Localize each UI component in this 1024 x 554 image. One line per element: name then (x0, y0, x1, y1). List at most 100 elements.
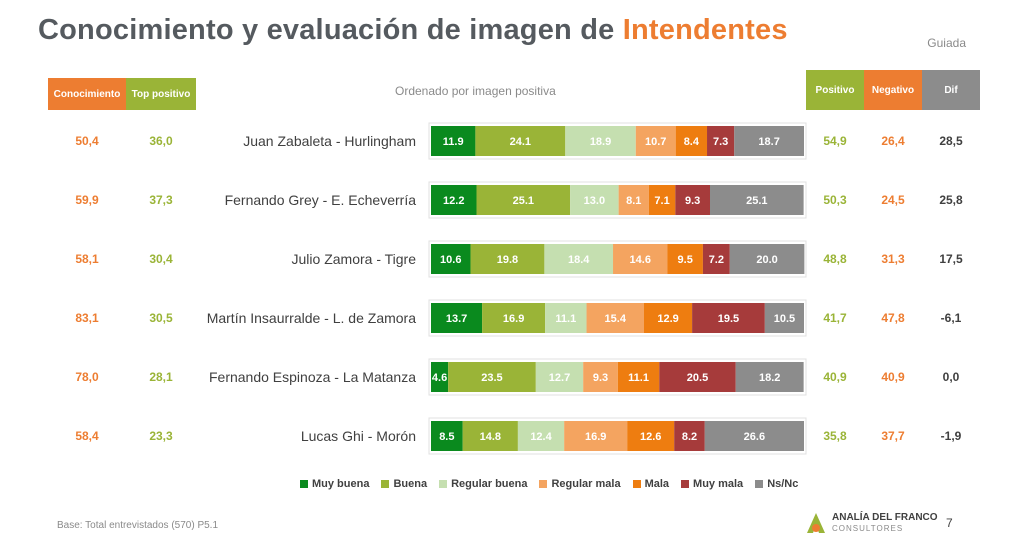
bar-segment (431, 303, 483, 333)
bar-segment (431, 244, 471, 274)
chart-subtitle: Ordenado por imagen positiva (395, 84, 556, 98)
legend-swatch (755, 480, 764, 488)
bar-value-label: 10.6 (440, 254, 461, 266)
logo-line1: ANALÍA DEL FRANCO (832, 512, 938, 523)
category-label: Fernando Grey - E. Echeverría (224, 192, 416, 208)
bar-value-label: 12.9 (657, 313, 678, 325)
header-conocimiento: Conocimiento (48, 78, 126, 110)
bar-segment (535, 362, 584, 392)
dif-value: 25,8 (939, 193, 963, 207)
conocimiento-value: 50,4 (75, 134, 99, 148)
legend-swatch (381, 480, 390, 488)
bar-segment (735, 362, 804, 392)
legend-swatch (439, 480, 448, 488)
legend-label: Regular mala (551, 478, 621, 490)
bar-segment (583, 362, 618, 392)
bar-value-label: 18.9 (590, 136, 611, 148)
bar-segment (431, 185, 477, 215)
bar-segment (675, 126, 708, 156)
top-positivo-value: 30,4 (149, 252, 173, 266)
category-label: Lucas Ghi - Morón (300, 428, 416, 444)
bar-segment (643, 303, 693, 333)
header-top-positivo: Top positivo (126, 78, 196, 110)
negativo-value: 40,9 (881, 370, 905, 384)
bar-segment (565, 126, 636, 156)
chart-legend: Muy buena Buena Regular buena Regular ma… (300, 478, 798, 490)
bar-value-label: 24.1 (510, 136, 531, 148)
bar-value-label: 18.2 (759, 372, 780, 384)
legend-swatch (632, 480, 641, 488)
bar-segment (448, 362, 536, 392)
bar-value-label: 25.1 (513, 195, 534, 207)
bar-segment (667, 244, 703, 274)
bar-segment (675, 185, 711, 215)
bar-segment (764, 303, 804, 333)
bar-segment (544, 244, 614, 274)
bar-segment (517, 421, 565, 451)
legend-swatch (539, 480, 548, 488)
top-positivo-value: 23,3 (149, 429, 173, 443)
bar-segment (635, 126, 676, 156)
conocimiento-value: 58,1 (75, 252, 99, 266)
bar-segment (710, 185, 804, 215)
negativo-value: 47,8 (881, 311, 905, 325)
legend-item: Buena (381, 478, 427, 490)
company-logo: ANALÍA DEL FRANCO CONSULTORES (806, 512, 938, 534)
legend-item: Regular buena (439, 478, 527, 490)
dif-value: 28,5 (939, 134, 963, 148)
bar-value-label: 20.0 (756, 254, 777, 266)
negativo-value: 26,4 (881, 134, 905, 148)
bar-value-label: 18.7 (758, 136, 779, 148)
header-negativo: Negativo (864, 70, 922, 110)
bar-value-label: 12.2 (443, 195, 464, 207)
legend-item: Mala (632, 478, 669, 490)
legend-label: Muy buena (312, 478, 370, 490)
positivo-value: 40,9 (823, 370, 847, 384)
positivo-value: 48,8 (823, 252, 847, 266)
top-positivo-value: 30,5 (149, 311, 173, 325)
bar-segment (707, 126, 735, 156)
category-label: Fernando Espinoza - La Matanza (208, 369, 416, 385)
bar-segment (470, 244, 545, 274)
bar-value-label: 14.6 (630, 254, 651, 266)
legend-label: Buena (393, 478, 428, 490)
guiada-label: Guiada (927, 36, 966, 50)
bar-value-label: 11.1 (628, 372, 649, 384)
conocimiento-value: 78,0 (75, 370, 99, 384)
negativo-value: 24,5 (881, 193, 905, 207)
legend-item: Regular mala (539, 478, 621, 490)
bar-segment (704, 421, 804, 451)
bar-value-label: 9.3 (685, 195, 700, 207)
bar-segment (734, 126, 804, 156)
page-title: Conocimiento y evaluación de imagen de I… (38, 14, 788, 47)
bar-segment (476, 185, 571, 215)
dif-value: 0,0 (942, 370, 960, 384)
bar-segment (475, 126, 566, 156)
bar-segment (431, 362, 449, 392)
bar-value-label: 15.4 (605, 313, 627, 325)
legend-label: Ns/Nc (767, 478, 799, 490)
bar-value-label: 26.6 (744, 431, 765, 443)
bar-segment (462, 421, 518, 451)
bar-segment (617, 362, 660, 392)
page-number: 7 (946, 516, 953, 530)
bar-value-label: 9.3 (593, 372, 608, 384)
bar-segment (659, 362, 736, 392)
bar-segment (586, 303, 644, 333)
negativo-value: 37,7 (881, 429, 905, 443)
logo-icon (807, 513, 825, 533)
top-positivo-value: 28,1 (149, 370, 173, 384)
bar-value-label: 13.0 (584, 195, 605, 207)
bar-segment (692, 303, 765, 333)
bar-value-label: 25.1 (746, 195, 767, 207)
bar-segment (431, 126, 476, 156)
bar-segment (627, 421, 675, 451)
bar-value-label: 8.5 (439, 431, 454, 443)
legend-item: Muy mala (681, 478, 743, 490)
legend-swatch (300, 480, 308, 488)
bar-segment (431, 421, 463, 451)
bar-value-label: 9.5 (678, 254, 693, 266)
bar-segment (545, 303, 587, 333)
bar-value-label: 12.6 (640, 431, 661, 443)
